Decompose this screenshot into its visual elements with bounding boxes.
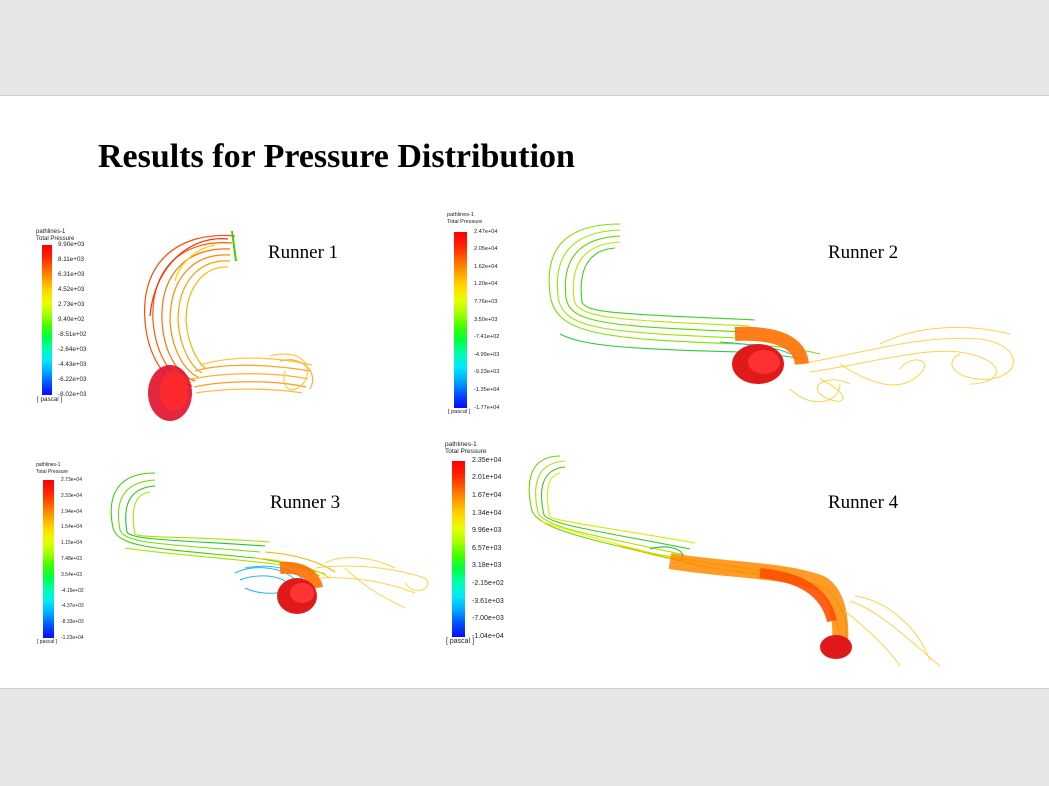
legend-tick-label: 9.96e+03 bbox=[472, 527, 502, 535]
legend-tick-label: 2.47e+04 bbox=[474, 228, 498, 235]
runner-2-label: Runner 2 bbox=[828, 242, 899, 263]
legend-tick-label: -1.35e+04 bbox=[474, 387, 500, 394]
legend-variable: Total Pressure bbox=[445, 448, 487, 455]
legend-tick-label: 2.01e+04 bbox=[472, 474, 502, 482]
slide-title: Results for Pressure Distribution bbox=[98, 138, 575, 175]
legend-tick-label: 8.11e+03 bbox=[58, 256, 84, 264]
runner-1-legend: pathlines-1 Total Pressure 9.90e+03 8.11e+0… bbox=[36, 229, 96, 407]
legend-tick-label: 2.73e+03 bbox=[58, 301, 85, 309]
legend-tick-label: -2.64e+03 bbox=[58, 346, 87, 354]
legend-tick-label: 1.20e+04 bbox=[474, 281, 498, 288]
legend-title: pathlines-1 bbox=[445, 441, 477, 448]
legend-title: pathlines-1 bbox=[447, 212, 474, 218]
legend-tick-label: 7.48e+03 bbox=[61, 556, 82, 562]
legend-tick-label: -8.33e+03 bbox=[61, 619, 84, 626]
legend-tick-label: 2.35e+04 bbox=[472, 456, 502, 464]
legend-tick-label: -4.16e+02 bbox=[61, 587, 84, 594]
legend-variable: Total Pressure bbox=[36, 469, 68, 475]
legend-tick-label: 1.34e+04 bbox=[472, 509, 502, 517]
legend-tick-label: -3.61e+03 bbox=[472, 597, 504, 605]
legend-variable: Total Pressure bbox=[36, 236, 75, 242]
slide: Results for Pressure Distribution Runner… bbox=[0, 95, 1049, 689]
legend-variable: Total Pressure bbox=[447, 219, 483, 225]
runner-1-label: Runner 1 bbox=[268, 242, 339, 263]
legend-unit: [ pascal ] bbox=[37, 639, 58, 645]
runner-4-legend: pathlines-1 Total Pressure 2.35e+04 2.01e+0… bbox=[445, 441, 515, 656]
legend-tick-label: 1.15e+04 bbox=[61, 540, 82, 547]
legend-tick-label: 7.76e+03 bbox=[474, 299, 498, 306]
legend-unit: [ pascal ] bbox=[37, 396, 63, 403]
legend-tick-label: -7.00e+03 bbox=[472, 615, 504, 623]
legend-title: pathlines-1 bbox=[36, 462, 61, 468]
legend-tick-label: 1.62e+04 bbox=[474, 263, 498, 270]
legend-tick-label: 3.18e+03 bbox=[472, 562, 502, 570]
legend-tick-label: 4.52e+03 bbox=[58, 286, 85, 294]
legend-tick-label: 3.54e+03 bbox=[61, 571, 82, 578]
legend-tick-label: 1.67e+04 bbox=[472, 492, 502, 499]
legend-tick-label: -4.99e+03 bbox=[474, 351, 500, 358]
legend-tick-label: 3.50e+03 bbox=[474, 316, 498, 323]
legend-tick-label: 9.90e+03 bbox=[58, 241, 85, 249]
legend-tick-label: -2.15e+02 bbox=[472, 580, 504, 587]
legend-colorbar bbox=[452, 461, 465, 637]
legend-tick-label: -1.77e+04 bbox=[474, 404, 500, 411]
runner-3-pathlines bbox=[110, 472, 428, 614]
legend-tick-label: -4.43e+03 bbox=[58, 361, 87, 369]
legend-colorbar bbox=[43, 480, 54, 638]
legend-colorbar bbox=[42, 245, 52, 395]
runner-1-pathlines bbox=[144, 230, 314, 421]
legend-colorbar bbox=[454, 232, 467, 408]
legend-title: pathlines-1 bbox=[36, 229, 66, 235]
legend-tick-label: 2.73e+04 bbox=[61, 477, 82, 483]
runner-2-legend: pathlines-1 Total Pressure 2.47e+04 2.05e+0… bbox=[447, 212, 507, 424]
legend-tick-label: 1.54e+04 bbox=[61, 524, 82, 531]
legend-tick-label: 6.57e+03 bbox=[472, 544, 502, 552]
runner-2-pathlines bbox=[548, 223, 1014, 403]
legend-tick-label: -1.23e+04 bbox=[61, 635, 84, 641]
legend-tick-label: -4.37e+03 bbox=[61, 603, 84, 610]
legend-tick-label: -9.23e+03 bbox=[474, 369, 500, 376]
runner-4-label: Runner 4 bbox=[828, 492, 899, 513]
legend-tick-label: -6.22e+03 bbox=[58, 376, 87, 384]
runner-4-pathlines bbox=[528, 455, 941, 667]
runner-3-legend: pathlines-1 Total Pressure 2.73e+04 2.33e+0… bbox=[36, 462, 96, 654]
legend-unit: [ pascal ] bbox=[448, 409, 471, 415]
legend-tick-label: -1.04e+04 bbox=[472, 632, 504, 640]
legend-tick-label: -8.51e+02 bbox=[58, 331, 87, 339]
legend-tick-label: 1.94e+04 bbox=[61, 508, 82, 515]
legend-unit: [ pascal ] bbox=[446, 638, 475, 645]
legend-tick-label: 6.31e+03 bbox=[58, 271, 85, 279]
legend-tick-label: -8.02e+03 bbox=[58, 391, 87, 399]
legend-tick-label: 2.33e+04 bbox=[61, 492, 82, 499]
runner-3-label: Runner 3 bbox=[270, 492, 341, 513]
legend-tick-label: 2.05e+04 bbox=[474, 246, 498, 253]
legend-tick-label: -7.41e+02 bbox=[474, 334, 500, 341]
legend-tick-label: 9.40e+02 bbox=[58, 316, 85, 324]
